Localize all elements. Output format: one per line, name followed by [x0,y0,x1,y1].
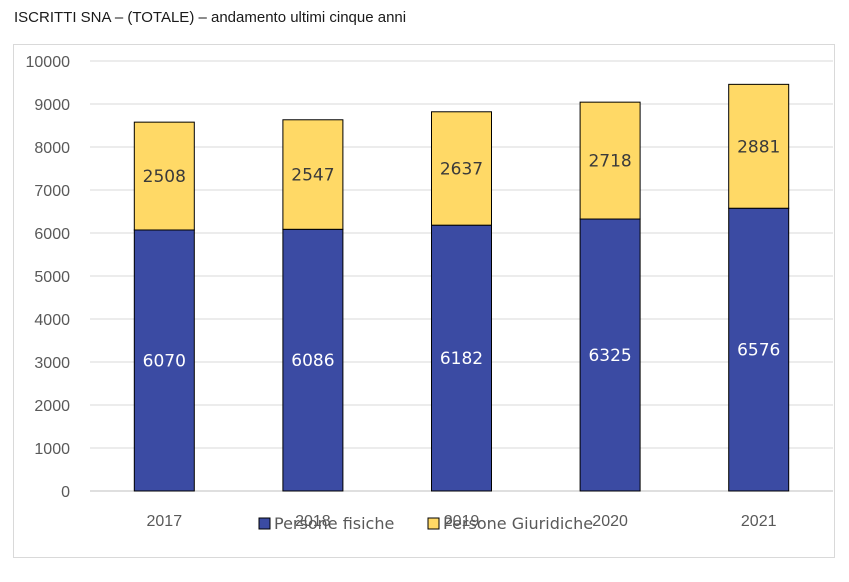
y-tick-label: 0 [61,484,70,501]
bar-persone-fisiche [133,229,195,492]
data-label-persone-giuridiche: 2547 [291,166,334,186]
bar-persone-giuridiche [431,111,492,226]
legend: Persone fisiche Persone Giuridiche [258,514,593,533]
data-label-persone-giuridiche: 2718 [588,152,631,172]
data-label-persone-giuridiche: 2637 [440,159,483,179]
legend-item-persone-giuridiche: Persone Giuridiche [427,514,593,533]
x-tick-label: 2021 [741,513,777,530]
y-tick-label: 2000 [34,398,70,415]
x-tick-label: 2018 [295,513,331,530]
legend-label: Persone fisiche [274,514,394,533]
bars: 6070 2508 6086 2547 6182 2637 6325 2718 6576 2881 [133,83,790,492]
data-label-persone-giuridiche: 2881 [737,137,780,157]
y-tick-label: 10000 [26,54,71,71]
legend-label: Persone Giuridiche [443,514,593,533]
bar-persone-giuridiche [579,101,641,220]
data-label-persone-giuridiche: 2508 [143,167,186,187]
y-tick-label: 6000 [34,226,70,243]
data-label-persone-fisiche: 6576 [737,341,780,361]
bar-persone-fisiche [579,218,641,492]
y-tick-label: 4000 [34,312,70,329]
bar-persone-fisiche [431,224,492,492]
x-tick-label: 2020 [592,513,628,530]
data-label-persone-fisiche: 6070 [143,351,186,371]
bar-persone-giuridiche [282,119,344,230]
chart-frame [13,44,835,558]
page-title: ISCRITTI SNA – (TOTALE) – andamento ulti… [14,9,407,26]
x-tick-label: 2019 [444,513,480,530]
data-label-persone-fisiche: 6182 [440,349,483,369]
x-axis: 2017 2018 2019 2020 2021 [147,513,777,530]
x-tick-label: 2017 [147,513,183,530]
y-tick-label: 7000 [34,183,70,200]
bar-persone-giuridiche [133,121,195,231]
y-axis: 0 1000 2000 3000 4000 5000 6000 7000 8000 9000 100… [26,54,71,501]
bar-persone-fisiche [282,228,344,492]
bar-persone-fisiche [728,207,790,492]
legend-swatch [427,517,440,530]
y-tick-label: 8000 [34,140,70,157]
legend-swatch [258,517,271,530]
legend-item-persone-fisiche: Persone fisiche [258,514,394,533]
y-tick-label: 9000 [34,97,70,114]
data-label-persone-fisiche: 6325 [588,346,631,366]
y-tick-label: 3000 [34,355,70,372]
y-tick-label: 1000 [34,441,70,458]
bar-persone-giuridiche [728,83,790,209]
y-tick-label: 5000 [34,269,70,286]
data-label-persone-fisiche: 6086 [291,351,334,371]
